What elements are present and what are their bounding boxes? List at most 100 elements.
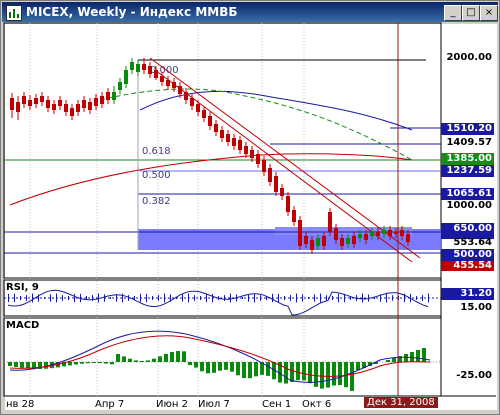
rsi-bars <box>8 293 429 303</box>
rsi-bar <box>338 293 339 303</box>
candle-body <box>16 102 20 112</box>
candle-body <box>406 234 410 242</box>
rsi-bar <box>44 296 45 300</box>
macd-bar <box>14 362 18 367</box>
candle-body <box>82 100 86 108</box>
rsi-bar <box>38 294 39 302</box>
macd-bar <box>224 362 228 370</box>
fib-label-382: 0.382 <box>142 196 171 207</box>
candle-body <box>112 92 116 100</box>
macd-bar <box>182 351 186 362</box>
candle-body <box>274 176 278 192</box>
rsi-bar <box>20 296 21 300</box>
fib-label-500: 0.500 <box>142 170 171 181</box>
macd-bar <box>122 356 126 362</box>
candle-body <box>10 98 14 110</box>
candle-body <box>316 238 320 246</box>
macd-bar <box>236 362 240 376</box>
macd-bar <box>98 362 102 364</box>
macd-bar <box>266 362 270 376</box>
y-label-650: 650.00 <box>441 223 494 235</box>
rsi-bar <box>224 295 225 301</box>
x-label: нв 28 <box>6 399 35 410</box>
rsi-bar <box>104 294 105 302</box>
x-label: Сен 1 <box>262 399 292 410</box>
rsi-bar <box>206 293 207 303</box>
maximize-button[interactable]: □ <box>462 5 480 21</box>
rsi-bar <box>284 296 285 300</box>
rsi-bar <box>50 294 51 302</box>
candle-body <box>358 234 362 238</box>
rsi-bar <box>428 293 429 303</box>
candlestick-series <box>10 58 410 254</box>
candle-body <box>124 70 128 84</box>
close-button[interactable]: × <box>480 5 498 21</box>
candle-body <box>76 104 80 112</box>
candle-body <box>172 82 176 88</box>
candle-body <box>190 98 194 106</box>
candle-body <box>328 212 332 232</box>
moving-average-red <box>9 153 413 206</box>
macd-line <box>9 330 431 383</box>
candle-body <box>286 196 290 212</box>
rsi-bar <box>62 295 63 301</box>
candle-body <box>52 104 56 110</box>
macd-bar <box>206 362 210 374</box>
rsi-bar <box>248 294 249 302</box>
macd-bar <box>116 353 120 362</box>
candle-body <box>46 100 50 108</box>
candle-body <box>334 228 338 240</box>
macd-bar <box>368 362 372 366</box>
rsi-bar <box>266 295 267 301</box>
title-bar[interactable]: MICEX, Weekly - Индекс ММВБ _ □ × <box>2 2 498 22</box>
macd-bar <box>398 356 402 362</box>
macd-bar <box>188 362 192 366</box>
window-title: MICEX, Weekly - Индекс ММВБ <box>26 5 238 19</box>
candle-body <box>268 168 272 182</box>
candle-body <box>232 138 236 146</box>
macd-bar <box>410 352 414 362</box>
candle-body <box>340 238 344 246</box>
candle-body <box>88 102 92 110</box>
macd-bar <box>68 362 72 366</box>
chart-area[interactable] <box>5 24 497 410</box>
candle-body <box>226 134 230 142</box>
macd-bar <box>356 362 360 370</box>
rsi-bar <box>164 293 165 303</box>
rsi-bar <box>254 293 255 303</box>
candle-body <box>394 232 398 234</box>
macd-level-label: -25.00 <box>456 370 492 381</box>
rsi-bar <box>278 293 279 303</box>
candle-body <box>154 70 158 78</box>
rsi-bar <box>332 295 333 301</box>
macd-bar <box>242 362 246 379</box>
rsi-bar <box>374 296 375 300</box>
candle-body <box>70 108 74 116</box>
candle-body <box>208 116 212 126</box>
candle-body <box>28 100 32 106</box>
macd-bar <box>194 362 198 368</box>
minimize-button[interactable]: _ <box>444 5 462 21</box>
macd-bar <box>326 362 330 388</box>
macd-bar <box>152 358 156 362</box>
macd-bar <box>392 358 396 362</box>
y-label-2000: 2000.00 <box>446 52 492 63</box>
macd-bar <box>278 362 282 383</box>
rsi-bar <box>134 295 135 301</box>
rsi-bar <box>74 293 75 303</box>
candle-body <box>40 96 44 102</box>
chart-app-icon <box>6 5 22 21</box>
rsi-bar <box>116 294 117 302</box>
macd-bar <box>404 354 408 362</box>
candle-body <box>310 240 314 250</box>
macd-bar <box>32 362 36 369</box>
macd-histogram <box>8 348 426 391</box>
rsi-bar <box>410 293 411 303</box>
rsi-bar <box>182 294 183 302</box>
rsi-bar <box>8 293 9 303</box>
macd-bar <box>170 351 174 362</box>
candle-body <box>22 96 26 104</box>
rsi-bar <box>326 295 327 301</box>
candle-body <box>94 98 98 106</box>
